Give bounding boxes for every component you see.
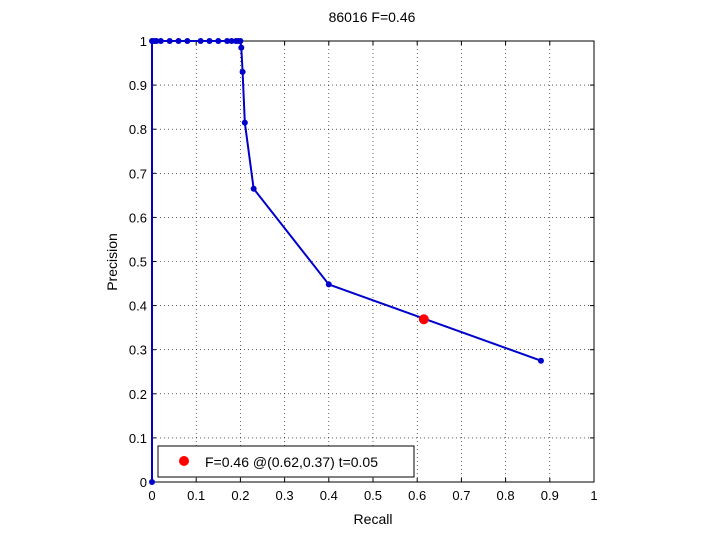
y-tick-label: 0 — [140, 475, 147, 490]
x-tick-label: 0.3 — [276, 488, 294, 503]
x-tick-labels: 0 0.1 0.2 0.3 0.4 0.5 0.6 0.7 0.8 0.9 1 — [148, 488, 597, 503]
x-tick-label: 1 — [590, 488, 597, 503]
x-tick-label: 0.5 — [364, 488, 382, 503]
series-point — [325, 281, 332, 288]
y-tick-labels: 0 0.1 0.2 0.3 0.4 0.5 0.6 0.7 0.8 0.9 1 — [129, 34, 147, 490]
x-tick-label: 0.1 — [187, 488, 205, 503]
series-point — [206, 38, 213, 44]
y-tick-label: 0.6 — [129, 210, 147, 225]
y-axis-label: Precision — [104, 233, 120, 291]
series-point — [175, 38, 182, 44]
grid-lines — [152, 41, 594, 482]
legend: F=0.46 @(0.62,0.37) t=0.05 — [157, 445, 415, 478]
chart-title: 86016 F=0.46 — [329, 9, 416, 25]
legend-box — [157, 445, 415, 478]
y-tick-label: 0.1 — [129, 431, 147, 446]
y-tick-label: 0.5 — [129, 255, 147, 270]
series-point — [157, 38, 164, 44]
best-f-point-layer — [418, 314, 429, 325]
x-tick-label: 0.4 — [320, 488, 338, 503]
x-tick-label: 0.6 — [408, 488, 426, 503]
series-point — [184, 38, 191, 44]
y-tick-label: 0.2 — [129, 387, 147, 402]
x-tick-label: 0.8 — [497, 488, 515, 503]
series-point — [149, 479, 155, 485]
x-tick-label: 0.2 — [231, 488, 249, 503]
series-point — [228, 38, 235, 44]
y-tick-label: 0.3 — [129, 343, 147, 358]
pr-curve-series — [149, 38, 544, 485]
series-point — [197, 38, 204, 44]
y-tick-label: 0.7 — [129, 166, 147, 181]
series-point — [238, 44, 245, 51]
series-point — [237, 38, 244, 44]
series-point — [224, 38, 231, 44]
best-f-point — [418, 314, 429, 325]
x-tick-label: 0 — [148, 488, 155, 503]
x-tick-label: 0.9 — [541, 488, 559, 503]
series-point — [215, 38, 222, 44]
series-point — [250, 185, 257, 192]
y-tick-label: 0.9 — [129, 78, 147, 93]
series-point — [537, 357, 544, 364]
x-axis-label: Recall — [354, 511, 393, 527]
legend-marker — [179, 456, 189, 466]
y-tick-label: 0.8 — [129, 122, 147, 137]
series-point — [239, 68, 246, 75]
legend-label: F=0.46 @(0.62,0.37) t=0.05 — [205, 454, 378, 470]
y-tick-label: 0.4 — [129, 299, 147, 314]
series-point — [241, 119, 248, 126]
series-point — [153, 38, 160, 44]
y-tick-label: 1 — [140, 34, 147, 49]
x-tick-label: 0.7 — [452, 488, 470, 503]
series-point — [166, 38, 173, 44]
